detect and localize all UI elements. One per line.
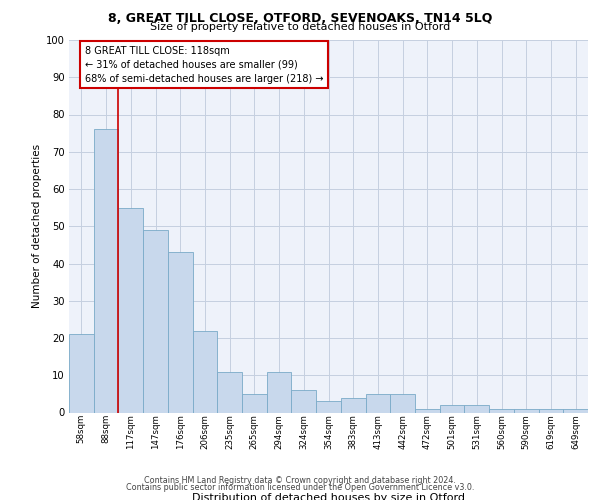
Bar: [390, 394, 415, 412]
Bar: [440, 405, 464, 412]
Bar: [563, 409, 588, 412]
Bar: [168, 252, 193, 412]
Text: Size of property relative to detached houses in Otford: Size of property relative to detached ho…: [150, 22, 450, 32]
Text: Contains HM Land Registry data © Crown copyright and database right 2024.: Contains HM Land Registry data © Crown c…: [144, 476, 456, 485]
Bar: [464, 405, 489, 412]
Bar: [365, 394, 390, 412]
Bar: [341, 398, 365, 412]
Bar: [193, 330, 217, 412]
Text: 8 GREAT TILL CLOSE: 118sqm
← 31% of detached houses are smaller (99)
68% of semi: 8 GREAT TILL CLOSE: 118sqm ← 31% of deta…: [85, 46, 323, 84]
Text: 8, GREAT TILL CLOSE, OTFORD, SEVENOAKS, TN14 5LQ: 8, GREAT TILL CLOSE, OTFORD, SEVENOAKS, …: [108, 12, 492, 24]
Bar: [292, 390, 316, 412]
Bar: [267, 372, 292, 412]
Text: Contains public sector information licensed under the Open Government Licence v3: Contains public sector information licen…: [126, 484, 474, 492]
Bar: [514, 409, 539, 412]
X-axis label: Distribution of detached houses by size in Otford: Distribution of detached houses by size …: [192, 493, 465, 500]
Bar: [242, 394, 267, 412]
Bar: [94, 130, 118, 412]
Bar: [316, 402, 341, 412]
Y-axis label: Number of detached properties: Number of detached properties: [32, 144, 42, 308]
Bar: [415, 409, 440, 412]
Bar: [69, 334, 94, 412]
Bar: [217, 372, 242, 412]
Bar: [143, 230, 168, 412]
Bar: [118, 208, 143, 412]
Bar: [489, 409, 514, 412]
Bar: [539, 409, 563, 412]
